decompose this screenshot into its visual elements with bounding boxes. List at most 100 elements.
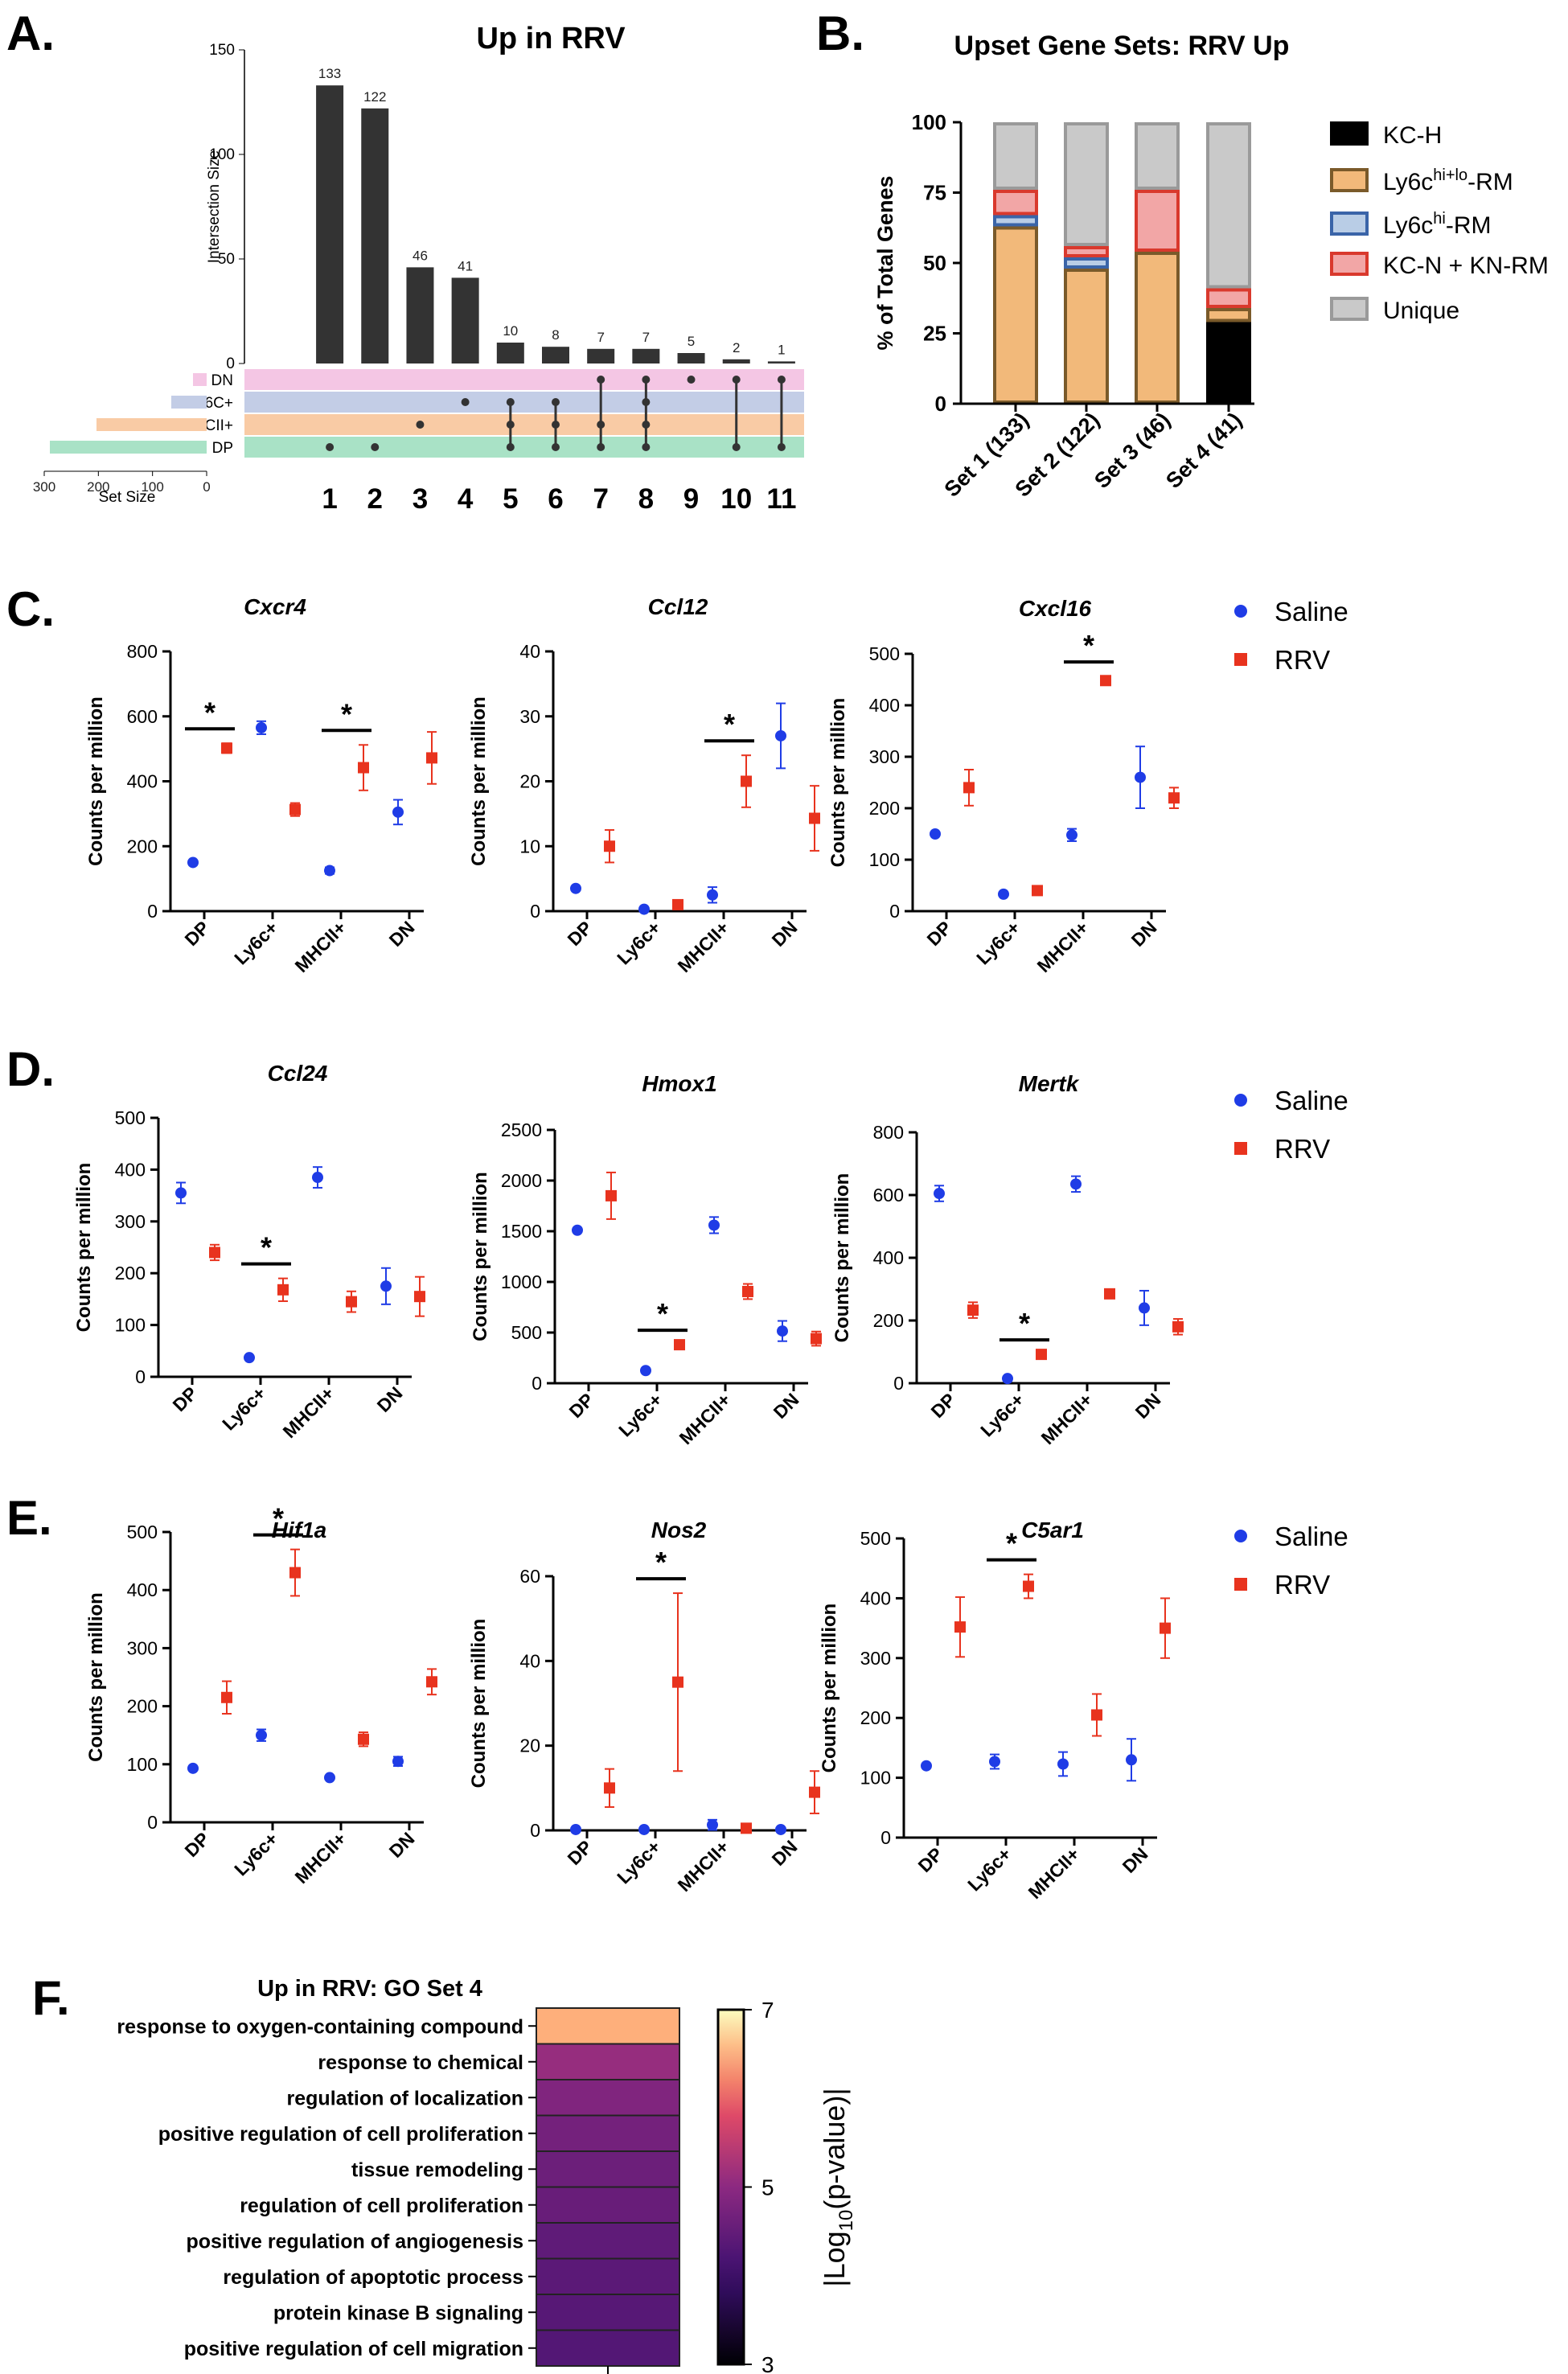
y-tick-label: 40	[519, 1650, 540, 1671]
stacked-segment	[993, 226, 1038, 404]
y-tick-label: 200	[127, 836, 158, 856]
saline-point	[638, 1823, 650, 1835]
upset-bar-value: 122	[363, 89, 386, 105]
upset-bar-value: 41	[458, 258, 473, 273]
saline-point	[324, 1772, 335, 1784]
x-tick-label: Ly6c+	[972, 917, 1024, 968]
heatmap-cell	[536, 2329, 680, 2367]
heatmap-cell	[536, 2257, 680, 2295]
y-axis-title: Counts per million	[831, 1173, 853, 1343]
upset-bar-value: 10	[503, 323, 518, 339]
legend-saline-marker	[1234, 1530, 1247, 1542]
gene-title: Hmox1	[642, 1071, 716, 1096]
upset-column-label: 6	[548, 483, 563, 515]
go-term-label: tissue remodeling	[351, 2158, 523, 2181]
upset-column-label: 2	[367, 483, 383, 515]
saline-point	[777, 1325, 788, 1337]
saline-point	[570, 1823, 581, 1835]
y-tick-label: 500	[869, 643, 900, 664]
stacked-segment	[1206, 308, 1251, 322]
saline-point	[1135, 771, 1146, 783]
saline-point	[707, 889, 718, 901]
upset-bar	[316, 85, 344, 363]
y-tick-label: 400	[115, 1159, 146, 1180]
upset-bar	[361, 108, 389, 364]
colorbar-tick-label: 3	[761, 2352, 774, 2374]
rrv-point	[1168, 792, 1180, 804]
x-tick-label: DP	[181, 1828, 214, 1861]
go-term-label: regulation of localization	[287, 2087, 523, 2109]
rrv-point	[426, 1676, 437, 1688]
y-tick-label: 0	[889, 901, 900, 922]
x-tick-label: DN	[770, 1389, 803, 1423]
y-tick-label: 100	[127, 1754, 158, 1775]
y-tick-label: 200	[115, 1263, 146, 1284]
upset-dot	[642, 421, 651, 429]
significance-star: *	[273, 1502, 284, 1535]
upset-column-label: 3	[413, 483, 428, 515]
upset-dot	[552, 421, 560, 429]
set-size-tick-label: 200	[87, 479, 109, 495]
y-tick-label: 500	[127, 1522, 158, 1542]
x-tick-label: MHCII+	[291, 1828, 351, 1887]
rrv-point	[221, 742, 232, 754]
set-size-title: Set Size	[99, 489, 156, 506]
saline-point	[187, 1762, 199, 1774]
upset-bar	[767, 361, 795, 363]
set-size-tick-label: 300	[33, 479, 55, 495]
rrv-point	[1036, 1349, 1047, 1361]
upset-set-name: DP	[212, 440, 233, 457]
upset-dot	[416, 421, 425, 429]
upset-y-tick-label: 150	[209, 42, 235, 59]
x-tick-label: MHCII+	[1033, 917, 1093, 976]
y-tick-label: 400	[860, 1587, 891, 1608]
saline-point	[989, 1756, 1000, 1768]
stacked-legend-swatch	[1330, 168, 1369, 192]
upset-bar-value: 7	[642, 330, 650, 345]
legend-rrv-label: RRV	[1275, 645, 1330, 675]
stacked-y-tick-label: 75	[923, 181, 946, 205]
stacked-segment	[1135, 190, 1180, 252]
upset-dot	[552, 398, 560, 406]
upset-y-title: Intersection Size	[206, 150, 223, 263]
rrv-point	[1160, 1622, 1171, 1634]
rrv-point	[741, 775, 752, 787]
x-tick-label: MHCII+	[674, 1836, 733, 1896]
rrv-point	[672, 898, 683, 910]
dot-plot-c5ar1: C5ar1 0 100 200 300 400 500 Counts per million D…	[819, 1518, 1171, 1903]
saline-point	[1057, 1758, 1069, 1770]
x-tick-label: DN	[385, 917, 419, 951]
rrv-point	[1091, 1709, 1102, 1721]
stacked-legend-label: Unique	[1383, 298, 1459, 324]
y-tick-label: 300	[860, 1648, 891, 1669]
stacked-legend-swatch	[1330, 297, 1369, 321]
x-tick-label: MHCII+	[674, 917, 733, 976]
upset-set-row	[244, 392, 804, 413]
x-tick-label: MHCII+	[291, 917, 351, 976]
upset-bar-value: 2	[733, 340, 740, 355]
y-tick-label: 0	[893, 1373, 904, 1394]
rrv-point	[809, 1786, 820, 1798]
stacked-segment	[993, 190, 1038, 216]
y-axis-title: Counts per million	[819, 1604, 840, 1773]
colorbar	[716, 2008, 745, 2366]
significance-star: *	[341, 697, 352, 730]
x-tick-label: DP	[565, 1389, 598, 1422]
saline-point	[707, 1819, 718, 1831]
rrv-point	[1104, 1288, 1115, 1300]
y-tick-label: 40	[519, 641, 540, 662]
go-term-label: protein kinase B signaling	[273, 2302, 523, 2324]
saline-point	[572, 1224, 583, 1236]
rrv-point	[674, 1339, 685, 1351]
rrv-point	[289, 803, 301, 815]
saline-point	[1070, 1178, 1082, 1190]
x-tick-label: Ly6c+	[976, 1389, 1028, 1440]
upset-bar-value: 133	[318, 66, 341, 81]
gene-title: Hif1a	[272, 1518, 326, 1542]
upset-dot	[732, 443, 741, 451]
upset-bar	[496, 343, 524, 363]
gene-title: Cxcr4	[244, 594, 306, 619]
legend-d: Saline RRV	[1234, 1086, 1348, 1164]
